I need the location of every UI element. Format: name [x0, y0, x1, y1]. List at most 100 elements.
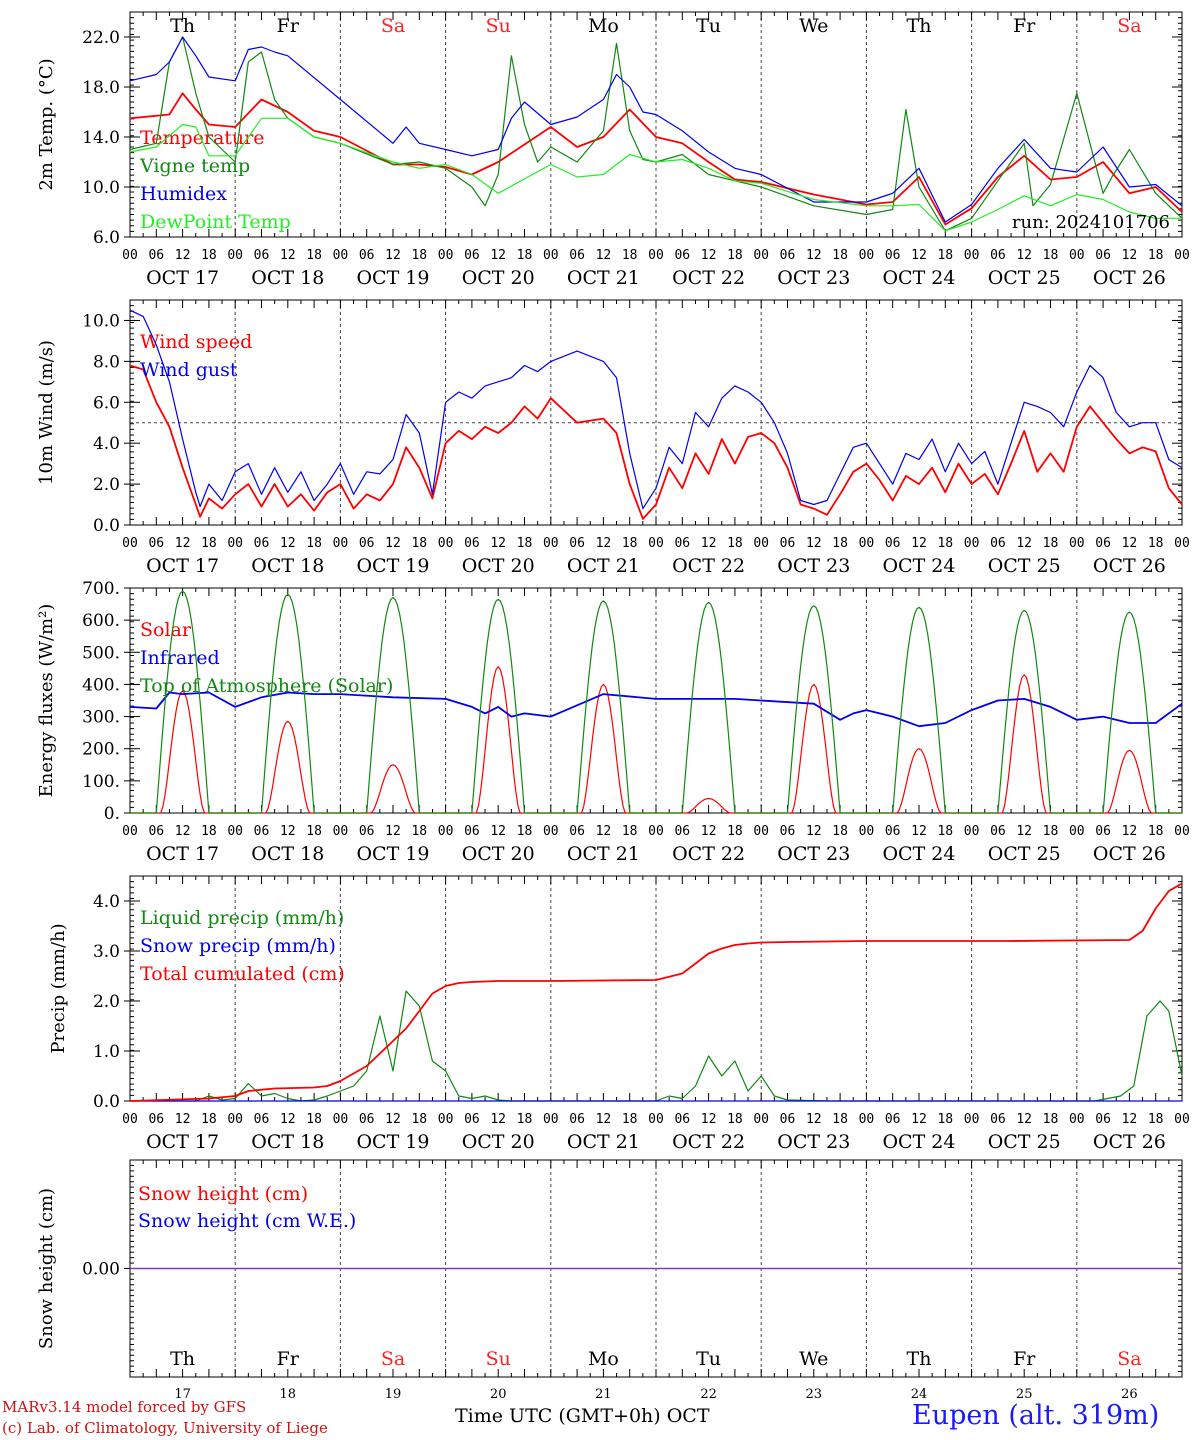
y-tick-label: 4.0 — [93, 892, 120, 912]
x-date-label: OCT 17 — [146, 267, 219, 289]
x-date-label: OCT 25 — [988, 555, 1061, 577]
day-number-label: 19 — [385, 1387, 402, 1402]
x-hour-label: 06 — [885, 824, 901, 839]
weekday-label: Th — [170, 15, 195, 37]
x-hour-label: 06 — [1095, 1112, 1111, 1127]
x-hour-label: 18 — [201, 1112, 217, 1127]
x-date-label: OCT 22 — [672, 1131, 745, 1153]
x-hour-label: 18 — [832, 824, 848, 839]
x-hour-label: 06 — [780, 536, 796, 551]
x-hour-label: 00 — [964, 1112, 980, 1127]
x-hour-label: 18 — [937, 248, 953, 263]
day-number-label: 17 — [174, 1387, 191, 1402]
x-hour-label: 12 — [280, 248, 296, 263]
x-hour-label: 06 — [885, 536, 901, 551]
x-hour-label: 18 — [201, 536, 217, 551]
x-hour-label: 18 — [937, 824, 953, 839]
x-hour-label: 18 — [1148, 824, 1164, 839]
x-hour-label: 06 — [885, 1112, 901, 1127]
x-hour-label: 06 — [780, 1112, 796, 1127]
panel-2: 0.0 2.0 4.0 6.0 8.0 10.0 10m Wind (m/s) Wind sp… — [36, 299, 1190, 577]
x-hour-label: 00 — [122, 248, 138, 263]
x-hour-label: 18 — [727, 824, 743, 839]
x-date-label: OCT 21 — [567, 267, 640, 289]
legend-entry: Snow precip (mm/h) — [140, 935, 336, 957]
x-hour-label: 06 — [464, 536, 480, 551]
x-hour-label: 00 — [964, 248, 980, 263]
x-hour-label: 12 — [596, 248, 612, 263]
credit-line-2: (c) Lab. of Climatology, University of L… — [2, 1419, 328, 1437]
x-date-label: OCT 21 — [567, 555, 640, 577]
x-hour-label: 00 — [438, 824, 454, 839]
weekday-label: Fr — [1013, 15, 1036, 37]
x-hour-label: 12 — [175, 824, 191, 839]
y-tick-label: 10.0 — [82, 311, 120, 331]
panel-4: 0.0 1.0 2.0 3.0 4.0 Precip (mm/h) Liquid preci… — [48, 875, 1190, 1153]
x-date-label: OCT 17 — [146, 843, 219, 865]
x-date-label: OCT 18 — [251, 843, 324, 865]
x-hour-label: 12 — [280, 824, 296, 839]
y-axis-title: Snow height (cm) — [36, 1188, 57, 1349]
x-date-label: OCT 19 — [356, 555, 429, 577]
x-hour-label: 00 — [333, 824, 349, 839]
x-hour-label: 18 — [937, 1112, 953, 1127]
day-number-label: 18 — [280, 1387, 297, 1402]
x-hour-label: 12 — [385, 1112, 401, 1127]
weekday-label: Th — [907, 1348, 932, 1370]
weekday-label: Sa — [381, 1348, 405, 1370]
x-hour-label: 06 — [990, 248, 1006, 263]
weekday-label: Sa — [381, 15, 405, 37]
y-tick-label: 2.0 — [93, 475, 120, 495]
x-hour-label: 06 — [1095, 536, 1111, 551]
x-hour-label: 00 — [1174, 248, 1190, 263]
x-date-label: OCT 19 — [356, 1131, 429, 1153]
series-line-infrared — [129, 691, 1183, 728]
x-hour-label: 00 — [753, 1112, 769, 1127]
x-hour-label: 06 — [569, 248, 585, 263]
y-tick-label: 700. — [82, 579, 120, 599]
x-date-label: OCT 26 — [1093, 555, 1166, 577]
x-hour-label: 18 — [727, 1112, 743, 1127]
x-hour-label: 12 — [596, 1112, 612, 1127]
panel-5: 0.00 Snow height (cm) Snow height (cm) Snow… — [36, 1159, 1183, 1402]
y-tick-label: 10.0 — [82, 178, 120, 198]
x-hour-label: 00 — [753, 536, 769, 551]
x-hour-label: 00 — [1069, 536, 1085, 551]
y-tick-label: 1.0 — [93, 1042, 120, 1062]
weekday-label: Mo — [588, 15, 619, 37]
x-hour-label: 18 — [727, 248, 743, 263]
y-tick-label: 0. — [104, 804, 120, 824]
x-hour-label: 00 — [1069, 1112, 1085, 1127]
weekday-label: Th — [907, 15, 932, 37]
x-hour-label: 12 — [911, 1112, 927, 1127]
legend-entry: Snow height (cm W.E.) — [138, 1210, 356, 1232]
y-tick-label: 14.0 — [82, 128, 120, 148]
weekday-label: We — [799, 15, 828, 37]
legend-entry: Snow height (cm) — [138, 1183, 308, 1205]
legend-entry: Total cumulated (cm) — [140, 963, 345, 985]
x-hour-label: 06 — [780, 824, 796, 839]
x-hour-label: 12 — [175, 536, 191, 551]
x-hour-label: 00 — [438, 248, 454, 263]
x-hour-label: 12 — [806, 248, 822, 263]
y-tick-label: 0.0 — [93, 1092, 120, 1112]
y-tick-label: 500. — [82, 643, 120, 663]
legend-entry: Vigne temp — [139, 155, 250, 177]
x-hour-label: 12 — [385, 536, 401, 551]
series-line-top-of-atmosphere-solar- — [130, 590, 1182, 814]
legend-entry: Top of Atmosphere (Solar) — [140, 675, 393, 697]
x-hour-label: 06 — [569, 1112, 585, 1127]
x-hour-label: 06 — [254, 824, 270, 839]
x-hour-label: 06 — [569, 536, 585, 551]
day-number-label: 20 — [490, 1387, 507, 1402]
x-hour-label: 06 — [464, 824, 480, 839]
x-hour-label: 00 — [964, 536, 980, 551]
weekday-label: Fr — [1013, 1348, 1036, 1370]
y-tick-label: 22.0 — [82, 28, 120, 48]
x-date-label: OCT 20 — [462, 267, 535, 289]
day-number-label: 25 — [1016, 1387, 1033, 1402]
weekday-label: Sa — [1117, 1348, 1141, 1370]
x-date-label: OCT 26 — [1093, 1131, 1166, 1153]
x-hour-label: 12 — [911, 536, 927, 551]
x-hour-label: 06 — [990, 824, 1006, 839]
